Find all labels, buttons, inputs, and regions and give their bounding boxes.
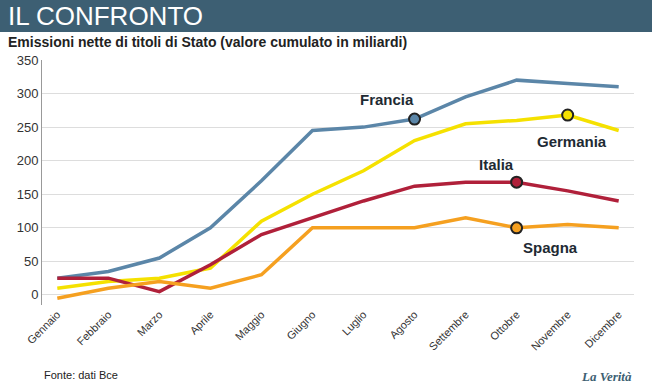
svg-text:Spagna: Spagna [523,239,578,256]
svg-text:Gennaio: Gennaio [25,308,63,346]
svg-text:350: 350 [17,53,39,68]
svg-text:300: 300 [17,86,39,101]
svg-text:0: 0 [31,287,38,302]
svg-text:50: 50 [24,254,38,269]
html-text:Emissioni nette di titoli di S: Emissioni nette di titoli di Stato (valo… [8,34,408,50]
svg-text:Aprile: Aprile [187,308,215,336]
svg-text:Francia: Francia [360,91,414,108]
html-text:IL CONFRONTO: IL CONFRONTO [8,1,203,31]
svg-text:Fonte: dati Bce: Fonte: dati Bce [44,369,118,381]
svg-text:Dicembre: Dicembre [582,308,624,350]
svg-text:Ottobre: Ottobre [487,308,521,342]
svg-text:200: 200 [17,153,39,168]
svg-text:Novembre: Novembre [529,308,573,352]
svg-text:100: 100 [17,220,39,235]
svg-text:Settembre: Settembre [427,308,471,352]
svg-text:250: 250 [17,120,39,135]
svg-text:Giugno: Giugno [284,308,318,342]
svg-text:Luglio: Luglio [340,308,369,337]
svg-text:Marzo: Marzo [135,308,165,338]
svg-text:Agosto: Agosto [387,308,420,341]
svg-text:Febbraio: Febbraio [74,308,113,347]
svg-text:La Verità: La Verità [581,369,632,384]
svg-text:Germania: Germania [537,133,607,150]
svg-text:150: 150 [17,187,39,202]
svg-text:Italia: Italia [479,156,514,173]
svg-text:Maggio: Maggio [233,308,267,342]
